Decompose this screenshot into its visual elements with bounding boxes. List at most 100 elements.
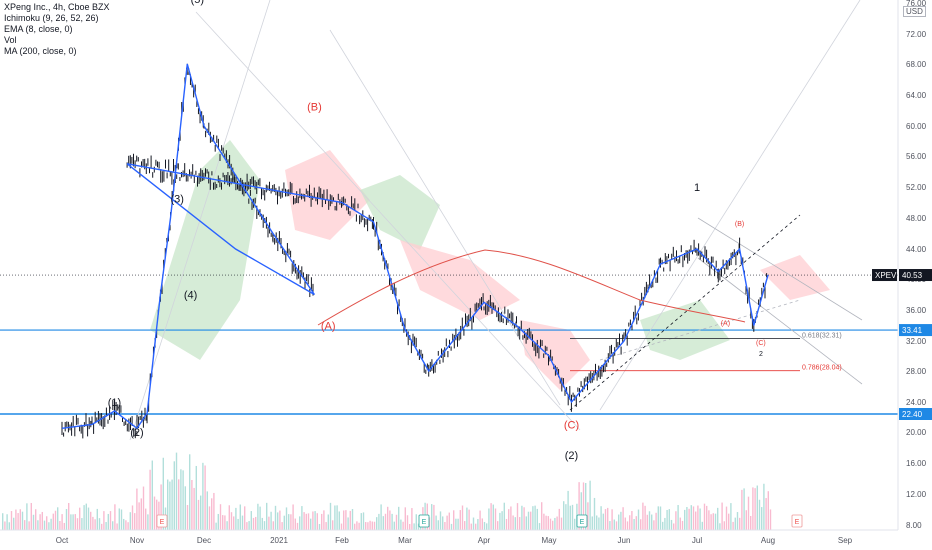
volume-bar bbox=[10, 511, 13, 530]
volume-bar bbox=[244, 506, 246, 530]
volume-bar bbox=[347, 517, 349, 530]
volume-bar bbox=[369, 520, 371, 530]
volume-bar bbox=[752, 487, 754, 530]
wave-label: (C) bbox=[564, 419, 579, 431]
volume-bar bbox=[472, 517, 475, 530]
volume-bar bbox=[288, 514, 290, 530]
legend-ema[interactable]: EMA (8, close, 0) bbox=[4, 24, 73, 34]
volume-bar bbox=[486, 523, 488, 530]
volume-bar bbox=[175, 452, 178, 530]
volume-bar bbox=[213, 492, 215, 530]
volume-bar bbox=[340, 523, 343, 530]
volume-bar bbox=[642, 502, 644, 530]
volume-bar bbox=[4, 521, 6, 530]
volume-bar bbox=[556, 516, 558, 530]
volume-bar bbox=[532, 506, 534, 530]
volume-bar bbox=[153, 496, 156, 530]
indicator-legend: XPeng Inc., 4h, Cboe BZX Ichimoku (9, 26… bbox=[4, 2, 110, 57]
volume-bar bbox=[250, 511, 252, 530]
volume-bar bbox=[613, 519, 615, 530]
volume-bar bbox=[481, 518, 483, 530]
volume-bar bbox=[523, 507, 525, 530]
volume-bar bbox=[360, 513, 362, 530]
trend-line bbox=[329, 29, 561, 406]
volume-bar bbox=[233, 516, 235, 530]
dashed-trend-line bbox=[569, 214, 801, 411]
volume-bar bbox=[46, 516, 48, 530]
volume-bar bbox=[640, 519, 642, 530]
volume-bar bbox=[178, 479, 180, 530]
volume-bar bbox=[585, 483, 587, 530]
time-tick-label: Apr bbox=[478, 536, 491, 545]
volume-bar bbox=[415, 514, 417, 530]
price-tick-label: 36.00 bbox=[906, 306, 927, 315]
volume-bar bbox=[8, 522, 10, 530]
legend-ichimoku[interactable]: Ichimoku (9, 26, 52, 26) bbox=[4, 13, 99, 23]
volume-bar bbox=[371, 521, 373, 530]
wave-label: (1) bbox=[108, 397, 121, 409]
wave-label: (2) bbox=[130, 427, 143, 439]
volume-bar bbox=[230, 512, 233, 530]
volume-bar bbox=[382, 516, 384, 530]
volume-bar bbox=[145, 508, 147, 530]
volume-bar bbox=[648, 511, 651, 530]
volume-bar bbox=[767, 491, 769, 530]
volume-bar bbox=[283, 515, 285, 530]
volume-bar bbox=[706, 505, 708, 530]
volume-bar bbox=[448, 512, 450, 530]
volume-bar bbox=[620, 511, 622, 530]
earnings-marker bbox=[576, 514, 588, 528]
volume-bar bbox=[393, 521, 395, 530]
volume-bar bbox=[615, 521, 618, 530]
volume-bar bbox=[235, 507, 237, 530]
time-tick-label: Feb bbox=[335, 536, 349, 545]
volume-bar bbox=[600, 506, 602, 530]
volume-bar bbox=[510, 506, 512, 530]
volume-bar bbox=[538, 523, 541, 530]
volume-bar bbox=[433, 504, 435, 530]
volume-bar bbox=[118, 508, 120, 530]
trend-line bbox=[599, 0, 861, 411]
volume-bar bbox=[351, 509, 354, 530]
earnings-marker-label: E bbox=[580, 519, 585, 526]
volume-bar bbox=[475, 523, 477, 530]
volume-bar bbox=[272, 521, 274, 530]
wave-label: (A) bbox=[721, 321, 730, 328]
volume-bar bbox=[332, 520, 334, 530]
volume-bar bbox=[184, 486, 186, 530]
volume-bar bbox=[492, 504, 494, 530]
symbol-title[interactable]: XPeng Inc., 4h, Cboe BZX bbox=[4, 2, 110, 12]
volume-bar bbox=[290, 514, 292, 530]
volume-bar bbox=[169, 481, 171, 530]
volume-bar bbox=[721, 502, 723, 530]
volume-bar bbox=[72, 514, 74, 530]
volume-bar bbox=[714, 513, 717, 530]
volume-bar bbox=[6, 514, 8, 530]
currency-badge[interactable]: USD bbox=[903, 6, 926, 17]
volume-bar bbox=[439, 511, 442, 530]
volume-bar bbox=[686, 507, 688, 530]
volume-bar bbox=[336, 505, 338, 530]
volume-bar bbox=[756, 485, 758, 530]
legend-ma[interactable]: MA (200, close, 0) bbox=[4, 46, 77, 56]
volume-bar bbox=[703, 503, 706, 530]
legend-vol[interactable]: Vol bbox=[4, 35, 17, 45]
volume-bar bbox=[105, 522, 107, 530]
volume-bar bbox=[162, 457, 164, 530]
time-tick-label: 2021 bbox=[270, 536, 288, 545]
volume-bar bbox=[173, 461, 175, 530]
volume-bar bbox=[193, 487, 195, 530]
volume-bar bbox=[76, 518, 79, 530]
wave-label: 1 bbox=[694, 182, 700, 194]
volume-bar bbox=[325, 522, 327, 530]
volume-bar bbox=[314, 511, 316, 530]
volume-bar bbox=[101, 523, 103, 530]
volume-bar bbox=[17, 513, 19, 530]
volume-bar bbox=[750, 515, 752, 530]
volume-bar bbox=[329, 502, 332, 530]
volume-bar bbox=[90, 511, 92, 530]
volume-bar bbox=[455, 518, 457, 530]
volume-bar bbox=[673, 523, 675, 530]
price-tick-label: 16.00 bbox=[906, 459, 927, 468]
